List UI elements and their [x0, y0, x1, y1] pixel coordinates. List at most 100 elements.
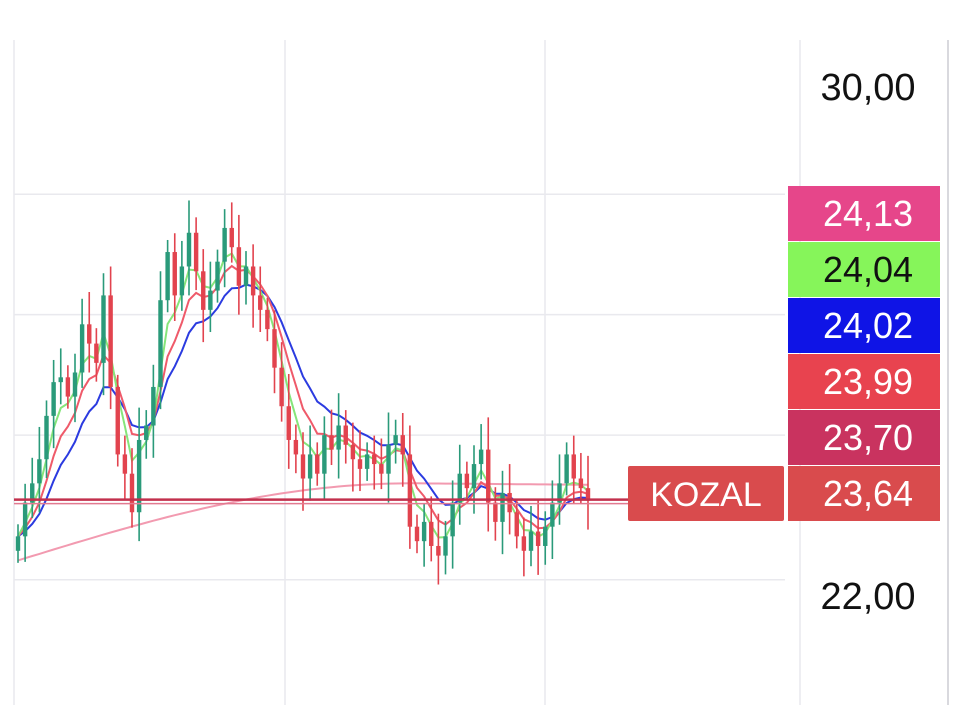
price-axis: 30,00 22,00 [820, 67, 915, 618]
candle [30, 457, 35, 519]
candle-body [272, 329, 277, 368]
candle-body [550, 502, 555, 527]
candle [478, 424, 484, 480]
candle [165, 239, 170, 313]
candle [222, 209, 227, 288]
candle [51, 359, 56, 449]
candle [179, 240, 185, 311]
candle-body [258, 295, 263, 310]
candle [236, 214, 242, 315]
candle [250, 244, 256, 328]
candle-body [236, 247, 242, 286]
candle-body [457, 473, 462, 503]
candle [421, 503, 427, 567]
price-tag-label: 23,99 [823, 361, 913, 402]
candle-body [101, 295, 106, 363]
candle [535, 499, 541, 575]
candle [486, 417, 491, 532]
candle-body [521, 536, 527, 551]
candle-body [400, 435, 405, 455]
candle [571, 435, 576, 505]
candle [158, 271, 163, 410]
candle [265, 297, 270, 342]
price-tag: 23,64 [788, 466, 940, 521]
candle [300, 432, 306, 511]
candle [372, 435, 377, 490]
candle-body [471, 464, 477, 489]
candle [201, 249, 206, 343]
price-tag: 24,13 [788, 186, 940, 241]
candle [44, 400, 49, 479]
candle-body [300, 454, 306, 479]
candle-body [372, 454, 377, 465]
candle [79, 298, 85, 388]
candle-body [429, 521, 434, 546]
candle-body [336, 425, 341, 450]
candle [493, 487, 498, 541]
candle-body [193, 232, 199, 272]
candle-body [407, 454, 413, 527]
candle-body [343, 425, 348, 445]
candle-body [108, 295, 113, 387]
candle-body [528, 531, 534, 551]
candle [193, 217, 199, 291]
candle-body [421, 521, 427, 542]
candle-body [386, 444, 391, 474]
candle [37, 426, 42, 513]
candle-body [478, 449, 484, 465]
candle [151, 364, 156, 458]
candle [457, 444, 462, 525]
candle [65, 365, 71, 409]
candle-body [443, 536, 448, 556]
candle-body [578, 478, 584, 489]
candle [101, 273, 106, 396]
candle-body [115, 386, 120, 455]
candle [357, 430, 363, 492]
y-tick-label: 30,00 [820, 67, 915, 109]
candle-body [37, 459, 42, 484]
candle [208, 261, 213, 333]
candle-body [243, 266, 249, 286]
candle [329, 409, 334, 466]
candle-body [507, 492, 512, 513]
candle [336, 393, 341, 479]
price-tag-label: 24,04 [823, 249, 913, 290]
candle [528, 505, 534, 567]
candle [557, 454, 562, 525]
ticker-label: KOZAL [650, 476, 761, 514]
candle-body [286, 406, 291, 440]
candle [543, 511, 548, 565]
candle [471, 445, 477, 514]
candle-body [65, 377, 71, 397]
candle-body [165, 252, 170, 301]
candle-body [350, 444, 356, 460]
candle [258, 266, 263, 333]
candle [564, 442, 569, 496]
candle [122, 435, 128, 500]
candle [500, 470, 505, 555]
candle-body [215, 261, 220, 291]
candle [129, 448, 135, 528]
candle-body [571, 454, 576, 479]
candle [144, 410, 149, 459]
candle [272, 310, 277, 394]
price-tag-label: 23,70 [823, 417, 913, 458]
candle [215, 249, 220, 303]
candle-body [122, 454, 128, 474]
candle-body [557, 483, 562, 503]
candle [578, 452, 584, 504]
candle-body [208, 290, 213, 310]
candle [279, 342, 284, 422]
candle-body [414, 526, 420, 542]
candle-body [265, 309, 270, 330]
candle [443, 520, 448, 575]
candle [393, 419, 398, 464]
ticker-tag: KOZAL [628, 466, 784, 521]
candle-body [79, 324, 85, 373]
candle-body [535, 531, 541, 546]
candle [22, 483, 28, 562]
candle-body [15, 536, 21, 551]
candle-body [493, 502, 498, 522]
candle-body [315, 454, 320, 474]
